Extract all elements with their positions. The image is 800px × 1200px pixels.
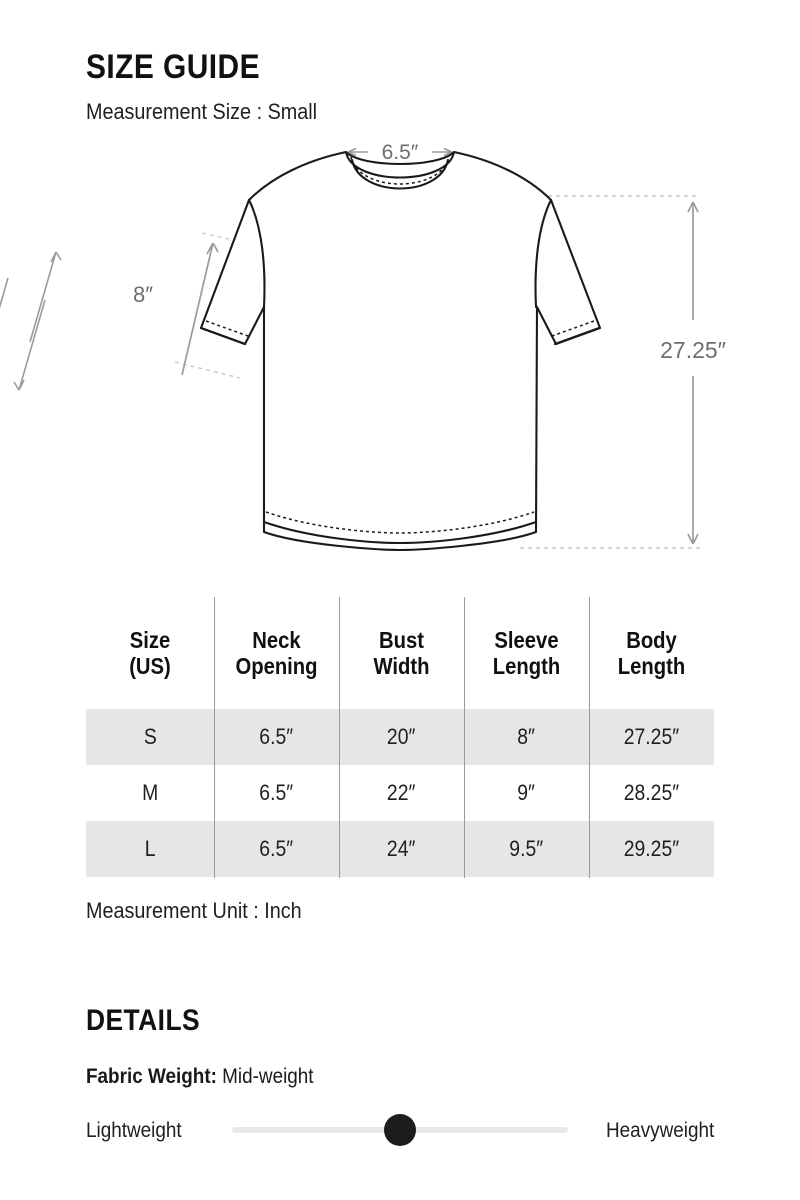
fabric-weight-label: Fabric Weight: (86, 1065, 217, 1088)
cell-neck: 6.5″ (214, 765, 339, 821)
body-measure-label: 27.25″ (660, 337, 726, 363)
tshirt-diagram: 6.5″ 8″ 20″ (0, 141, 726, 552)
cell-size: S (86, 709, 214, 765)
fabric-weight-slider[interactable]: Lightweight Heavyweight (86, 1108, 714, 1154)
sleeve-measure-label: 8″ (133, 282, 153, 307)
measurement-unit-label: Measurement Unit : Inch (86, 898, 302, 923)
cell-bust: 24″ (339, 821, 464, 877)
tshirt-outline (199, 150, 602, 552)
table-row: M 6.5″ 22″ 9″ 28.25″ (86, 765, 714, 821)
cell-body: 27.25″ (589, 709, 714, 765)
cell-size: M (86, 765, 214, 821)
sleeve-measure-arrow (0, 251, 62, 343)
fabric-weight-row: Fabric Weight: Mid-weight (86, 1064, 314, 1089)
fabric-weight-value: Mid-weight (222, 1065, 314, 1088)
slider-label-lightweight: Lightweight (86, 1119, 182, 1142)
neck-measure-label: 6.5″ (382, 141, 419, 164)
table-header-row: Size (US) Neck Opening Bust Width Sleeve… (86, 597, 714, 709)
cell-body: 28.25″ (589, 765, 714, 821)
cell-sleeve: 9.5″ (464, 821, 589, 877)
cell-sleeve: 8″ (464, 709, 589, 765)
cell-sleeve: 9″ (464, 765, 589, 821)
cell-neck: 6.5″ (214, 821, 339, 877)
stitch-details (205, 156, 595, 534)
cell-bust: 20″ (339, 709, 464, 765)
body-measure-arrow (687, 201, 699, 545)
cell-neck: 6.5″ (214, 709, 339, 765)
table-row: S 6.5″ 20″ 8″ 27.25″ (86, 709, 714, 765)
details-title: DETAILS (86, 1004, 201, 1037)
measurement-size-label: Measurement Size : Small (86, 99, 318, 124)
table-row: L 6.5″ 24″ 9.5″ 29.25″ (86, 821, 714, 877)
column-header-neck-opening: Neck Opening (214, 597, 339, 709)
column-header-body-length: Body Length (589, 597, 714, 709)
neck-measure-arrow (347, 147, 453, 157)
cell-bust: 22″ (339, 765, 464, 821)
slider-thumb[interactable] (384, 1114, 416, 1146)
cell-body: 29.25″ (589, 821, 714, 877)
column-header-size: Size (US) (86, 597, 214, 709)
slider-label-heavyweight: Heavyweight (605, 1119, 714, 1142)
sleeve-measure-arrow-2 (181, 242, 219, 376)
page-title: SIZE GUIDE (86, 48, 260, 86)
size-table: Size (US) Neck Opening Bust Width Sleeve… (86, 597, 714, 877)
column-header-sleeve-length: Sleeve Length (464, 597, 589, 709)
cell-size: L (86, 821, 214, 877)
column-header-bust-width: Bust Width (339, 597, 464, 709)
